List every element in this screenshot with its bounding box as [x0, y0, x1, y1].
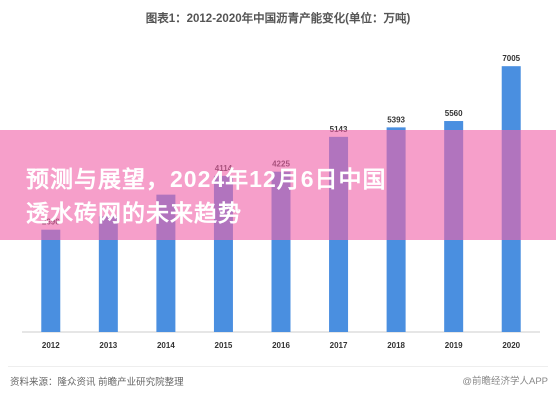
- title-overlay-band: [0, 130, 556, 240]
- x-tick-2015: 2015: [215, 341, 233, 350]
- overlay-headline-line2: 透水砖网的未来趋势: [26, 200, 242, 226]
- x-tick-2012: 2012: [42, 341, 60, 350]
- data-label-2019: 5560: [445, 109, 463, 118]
- data-label-2020: 7005: [502, 54, 520, 63]
- bar-2013: [98, 216, 118, 332]
- data-source-note: 资料来源：隆众资讯 前瞻产业研究院整理: [10, 377, 184, 388]
- x-tick-2020: 2020: [502, 341, 520, 350]
- x-tick-2019: 2019: [445, 341, 463, 350]
- tick-labels-group: 2012 2013 2014 2015 2016 2017 2018 2019 2020: [42, 341, 521, 350]
- x-tick-2016: 2016: [272, 341, 290, 350]
- bar-2012: [41, 229, 61, 332]
- chart-title: 图表1：2012-2020年中国沥青产能变化(单位：万吨): [145, 13, 411, 25]
- data-label-2018: 5393: [387, 115, 405, 124]
- footer-divider: [8, 366, 548, 367]
- x-tick-2018: 2018: [387, 341, 405, 350]
- x-tick-2013: 2013: [99, 341, 117, 350]
- x-tick-2017: 2017: [330, 341, 348, 350]
- watermark-credit: @前瞻经济学人APP: [462, 376, 548, 387]
- overlay-headline: 预测与展望，2024年12月6日中国 透水砖网的未来趋势: [26, 162, 536, 230]
- overlay-headline-line1: 预测与展望，2024年12月6日中国: [26, 166, 387, 192]
- data-label-2017: 5143: [330, 125, 348, 134]
- x-tick-2014: 2014: [157, 341, 175, 350]
